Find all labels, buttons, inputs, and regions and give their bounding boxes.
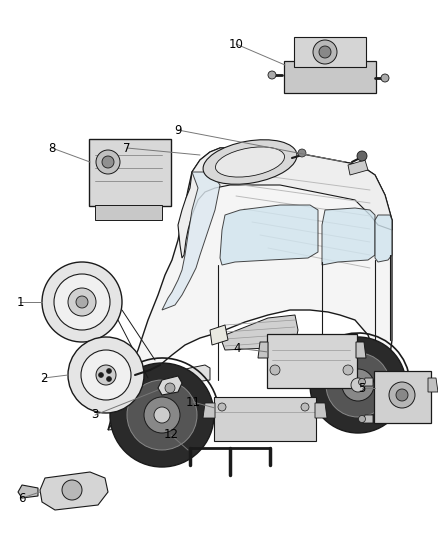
Circle shape — [298, 149, 306, 157]
Circle shape — [301, 403, 309, 411]
Circle shape — [110, 363, 214, 467]
Circle shape — [96, 150, 120, 174]
Circle shape — [154, 407, 170, 423]
Circle shape — [106, 376, 112, 382]
FancyBboxPatch shape — [284, 61, 376, 93]
Circle shape — [81, 350, 131, 400]
Polygon shape — [203, 403, 215, 418]
Circle shape — [319, 46, 331, 58]
Circle shape — [358, 416, 365, 423]
Circle shape — [270, 365, 280, 375]
Circle shape — [54, 274, 110, 330]
Circle shape — [389, 382, 415, 408]
Text: 11: 11 — [186, 395, 201, 408]
Text: 8: 8 — [48, 141, 56, 155]
Polygon shape — [222, 315, 298, 350]
Circle shape — [313, 40, 337, 64]
Circle shape — [68, 337, 144, 413]
Circle shape — [96, 365, 116, 385]
Ellipse shape — [203, 140, 297, 184]
Polygon shape — [210, 325, 228, 345]
Text: 5: 5 — [358, 382, 366, 394]
Polygon shape — [178, 148, 392, 258]
Circle shape — [396, 389, 408, 401]
Circle shape — [381, 74, 389, 82]
Circle shape — [351, 378, 365, 392]
Circle shape — [99, 373, 103, 377]
Circle shape — [106, 368, 112, 374]
Polygon shape — [363, 378, 373, 386]
Ellipse shape — [215, 147, 285, 177]
Polygon shape — [220, 205, 318, 265]
Circle shape — [357, 151, 367, 161]
Polygon shape — [315, 403, 327, 418]
Polygon shape — [162, 172, 220, 310]
Text: 3: 3 — [91, 408, 99, 422]
FancyBboxPatch shape — [214, 397, 316, 441]
Text: 9: 9 — [174, 124, 182, 136]
Circle shape — [144, 397, 180, 433]
Circle shape — [102, 156, 114, 168]
Polygon shape — [108, 148, 392, 430]
Polygon shape — [363, 415, 373, 423]
Text: 6: 6 — [18, 491, 26, 505]
Text: 7: 7 — [123, 141, 131, 155]
Circle shape — [268, 71, 276, 79]
Circle shape — [343, 365, 353, 375]
Polygon shape — [158, 376, 182, 395]
Polygon shape — [258, 342, 268, 358]
Polygon shape — [375, 215, 392, 262]
Text: 4: 4 — [233, 342, 241, 354]
Circle shape — [310, 337, 406, 433]
Circle shape — [165, 383, 175, 393]
Text: 1: 1 — [16, 295, 24, 309]
Circle shape — [127, 380, 197, 450]
Polygon shape — [348, 160, 368, 175]
Text: 12: 12 — [163, 429, 179, 441]
Circle shape — [342, 369, 374, 401]
Polygon shape — [428, 378, 438, 392]
Polygon shape — [356, 342, 366, 358]
Polygon shape — [108, 365, 210, 430]
Polygon shape — [18, 485, 38, 498]
Polygon shape — [95, 205, 162, 220]
Circle shape — [68, 288, 96, 316]
Circle shape — [326, 353, 390, 417]
Circle shape — [358, 378, 365, 385]
Circle shape — [76, 296, 88, 308]
FancyBboxPatch shape — [374, 371, 431, 423]
FancyBboxPatch shape — [294, 37, 366, 67]
Circle shape — [42, 262, 122, 342]
Text: 10: 10 — [229, 37, 244, 51]
Text: 2: 2 — [40, 372, 48, 384]
FancyBboxPatch shape — [89, 139, 171, 206]
Polygon shape — [322, 208, 375, 265]
Circle shape — [218, 403, 226, 411]
Polygon shape — [40, 472, 108, 510]
FancyBboxPatch shape — [267, 334, 357, 388]
Circle shape — [62, 480, 82, 500]
